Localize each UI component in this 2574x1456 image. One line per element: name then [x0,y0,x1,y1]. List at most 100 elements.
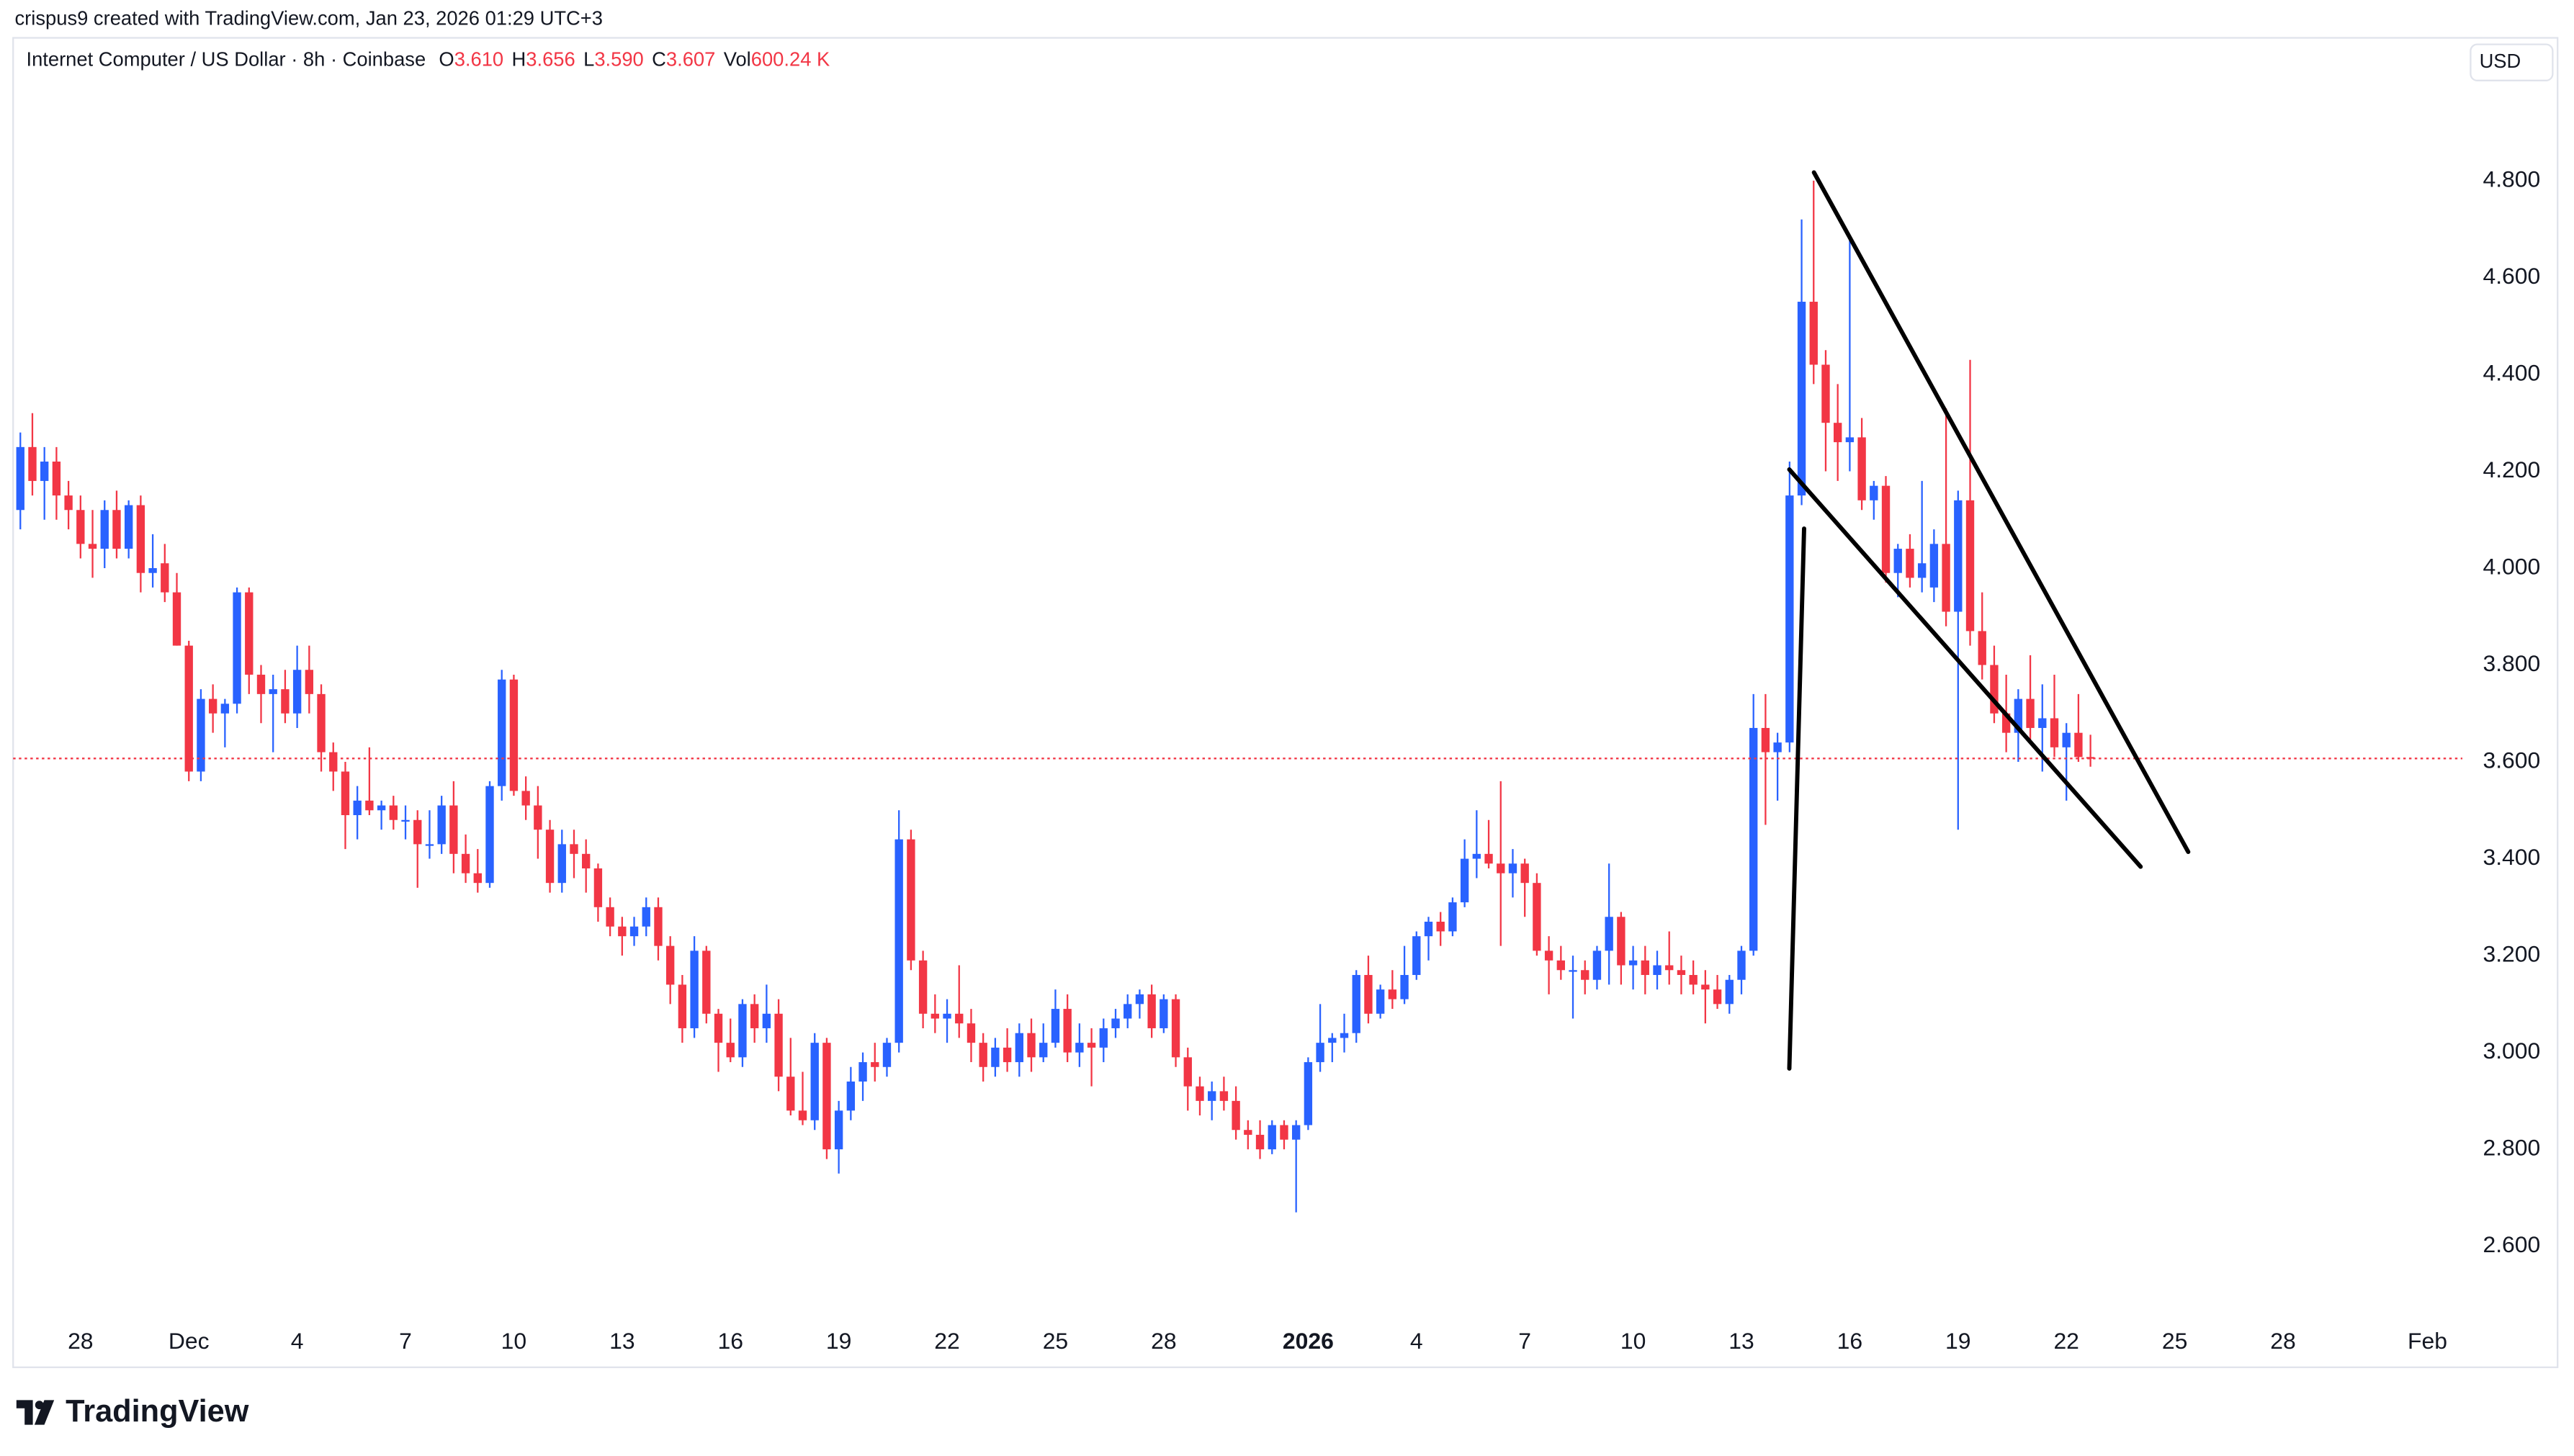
candle-body [1665,965,1674,971]
candle-body [1544,951,1553,961]
candle-body [570,844,578,854]
candle-body [557,844,566,884]
candle-body [1208,1091,1216,1101]
candle-body [1484,853,1493,864]
x-tick-label: 16 [1837,1328,1863,1354]
candle-body [1870,485,1878,500]
candle-body [979,1043,987,1067]
candle-body [64,495,73,511]
x-tick-label: 19 [1945,1328,1971,1354]
symbol-legend: Internet Computer / US Dollar · 8h · Coi… [26,48,830,71]
candle-body [461,853,470,873]
y-tick-label: 3.000 [2483,1038,2540,1064]
candle-body [269,689,277,694]
candle-body [2050,718,2059,747]
candle-body [1809,302,1818,365]
candle-body [184,645,193,772]
candle-body [1171,999,1180,1058]
candle-body [1219,1091,1229,1101]
x-tick-label: 10 [1620,1328,1646,1354]
candle-body [991,1047,1000,1067]
currency-button[interactable] [2470,43,2554,81]
candle-body [208,698,218,714]
y-tick-label: 4.000 [2483,553,2540,579]
candle-body [1834,423,1842,443]
candle-body [305,670,314,694]
logo-mark [16,1400,55,1425]
candle-body [1111,1018,1120,1028]
candle-body [1304,1062,1313,1125]
candle-body [1051,1009,1060,1043]
candle-body [1232,1100,1240,1131]
x-tick-label: 28 [2270,1328,2296,1354]
candle-body [245,592,254,675]
x-tick-label: 7 [399,1328,412,1354]
candle-body [1797,302,1806,496]
x-tick-label: 13 [1728,1328,1754,1354]
candle-body [1581,970,1589,980]
candle-body [1255,1134,1265,1150]
x-tick-label: 25 [1043,1328,1069,1354]
candle-body [1749,727,1758,951]
candle-body [2038,718,2047,728]
brand-name: TradingView [66,1394,249,1429]
candle-body [112,510,121,549]
flagpole-line [1787,526,1806,1071]
candle-body [702,951,711,1014]
candle-body [726,1043,735,1058]
candle-body [1761,727,1770,752]
symbol-name: Internet Computer / US Dollar · 8h · Coi… [26,48,426,71]
candle-body [76,510,85,544]
candle-body [1364,974,1373,1014]
candle-body [437,805,446,845]
x-tick-label: 16 [717,1328,743,1354]
candle-body [2026,698,2035,728]
candle-body [1075,1043,1084,1053]
candle-body [1196,1086,1204,1101]
candle-body [28,446,37,481]
candle-body [329,752,338,772]
candle-body [1340,1033,1349,1038]
candle-body [1605,917,1613,951]
candle-body [1147,994,1156,1028]
candle-body [822,1043,831,1150]
y-tick-label: 2.800 [2483,1135,2540,1161]
x-tick-label: 28 [68,1328,94,1354]
candle-body [1280,1125,1288,1140]
candle-body [88,544,97,549]
candle-body [1785,495,1794,743]
candle-body [1087,1043,1096,1048]
legend-key: Vol [724,48,751,71]
candle-body [1906,549,1914,578]
x-tick-label: 19 [826,1328,852,1354]
candle-body [654,907,663,946]
y-tick-label: 4.800 [2483,166,2540,192]
legend-key: O [439,48,454,71]
x-tick-label: Dec [169,1328,210,1354]
candle-body [1448,902,1457,932]
candle-body [738,1004,747,1058]
candle-body [473,873,482,884]
candle-body [1520,863,1529,884]
x-tick-label: Feb [2408,1328,2447,1354]
candle-body [1617,917,1625,966]
candle-body [1472,853,1481,859]
candle-body [449,805,458,854]
candle-body [1641,960,1649,975]
candle-body [834,1110,843,1150]
candle-body [1917,563,1927,578]
candle-body [967,1023,976,1043]
candle-body [1497,863,1505,873]
x-tick-label: 22 [2053,1328,2079,1354]
candle-body [1592,951,1602,980]
legend-value: 600.24 K [751,48,830,71]
candle-body [1400,974,1409,999]
candle-body [1460,858,1469,903]
candle-body [1160,999,1168,1028]
candle-body [1015,1033,1023,1063]
x-tick-label: 4 [291,1328,304,1354]
candle-body [907,839,915,961]
